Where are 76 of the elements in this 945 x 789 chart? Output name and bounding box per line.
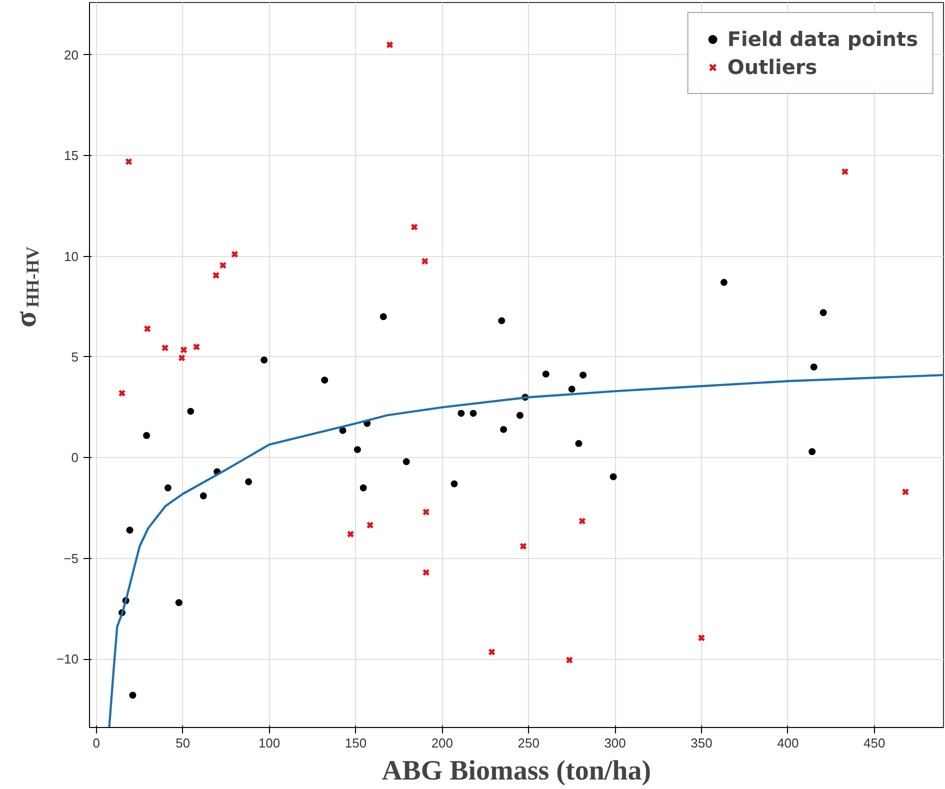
point	[575, 440, 582, 448]
point	[421, 258, 429, 266]
legend-label: Outliers	[727, 55, 818, 79]
point	[339, 426, 346, 434]
point	[175, 599, 182, 606]
x-tick-label: 250	[518, 736, 540, 750]
point	[458, 410, 465, 417]
point	[380, 313, 387, 320]
point	[402, 458, 410, 466]
point	[125, 158, 132, 166]
x-tick-label: 200	[431, 736, 454, 750]
point	[810, 364, 818, 371]
point	[568, 386, 576, 393]
y-axis-title: σHH-HV	[10, 246, 42, 328]
point	[566, 656, 574, 664]
point	[410, 223, 418, 231]
x-axis-title: ABG Biomass (ton/ha)	[382, 756, 652, 786]
x-tick-label: 100	[258, 736, 280, 750]
point	[422, 508, 430, 516]
y-tick-label: 10	[64, 248, 79, 264]
point	[354, 446, 361, 454]
point	[360, 484, 367, 492]
point	[578, 517, 586, 525]
x-tick-label: 400	[777, 736, 799, 750]
point	[126, 526, 134, 534]
point	[164, 484, 172, 492]
point	[230, 250, 238, 258]
x-tick-label: 450	[864, 736, 886, 750]
y-tick-label: −5	[64, 550, 79, 566]
x-tick-label: 300	[604, 736, 626, 750]
point	[610, 473, 617, 480]
point	[260, 356, 268, 364]
point	[808, 448, 816, 456]
point	[386, 41, 394, 49]
point	[187, 408, 194, 415]
point	[144, 325, 152, 332]
point	[498, 317, 506, 324]
point	[129, 692, 136, 699]
legend-label: Field data points	[727, 27, 918, 51]
point	[820, 309, 827, 316]
y-tick-label: 15	[64, 148, 79, 164]
x-tick-label: 0	[92, 736, 100, 750]
y-tick-label: 0	[71, 450, 79, 466]
point	[118, 389, 126, 397]
point	[245, 478, 252, 486]
y-tick-label: −10	[56, 652, 79, 667]
point	[219, 262, 227, 270]
point	[698, 634, 706, 642]
point	[366, 521, 374, 529]
point	[180, 346, 188, 354]
point	[450, 480, 458, 488]
point	[516, 412, 524, 419]
point	[200, 492, 207, 500]
line-series	[108, 374, 944, 728]
point	[841, 168, 849, 176]
point	[346, 530, 354, 538]
point	[143, 432, 150, 439]
point	[161, 344, 169, 352]
point	[321, 376, 328, 384]
point	[580, 372, 587, 379]
point	[470, 410, 477, 417]
point	[212, 272, 220, 280]
point	[422, 568, 430, 576]
point	[520, 542, 527, 550]
y-tick-label: 5	[71, 349, 79, 364]
x-tick-label: 150	[344, 736, 367, 750]
point	[178, 354, 186, 362]
x-tick-label: 350	[690, 736, 712, 750]
point	[542, 370, 550, 378]
point	[902, 488, 910, 496]
point	[488, 648, 496, 656]
point	[500, 426, 508, 433]
point	[192, 343, 200, 351]
y-tick-label: 20	[64, 47, 79, 62]
point	[720, 278, 728, 286]
x-tick-label: 50	[176, 736, 190, 750]
